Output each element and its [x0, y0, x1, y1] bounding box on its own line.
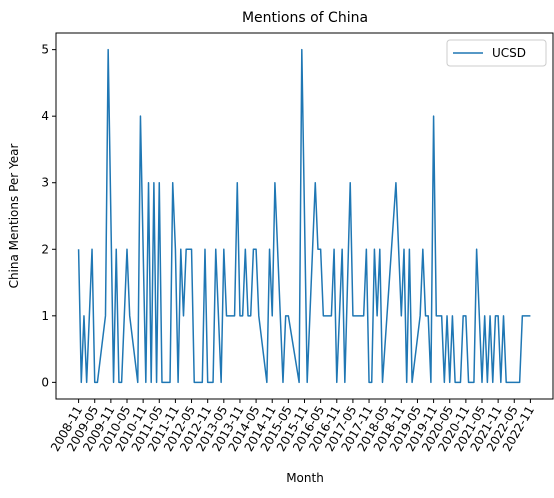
chart-title: Mentions of China: [242, 10, 368, 26]
y-tick-label: 1: [41, 309, 49, 323]
legend-box: [446, 39, 547, 67]
plot-frame: [55, 32, 554, 400]
series-layer: [77, 48, 531, 384]
y-axis-label: China Mentions Per Year: [7, 144, 21, 289]
legend-label-ucsd: UCSD: [492, 46, 526, 60]
y-tick-label: 2: [41, 242, 49, 256]
y-tick-label: 4: [41, 109, 49, 123]
y-tick-label: 0: [41, 375, 49, 389]
y-axis: 0 1 2 3 4 5: [41, 43, 56, 389]
plot-area: 0 1 2 3 4 5 2008-112009-052009-112010-052010-…: [41, 32, 554, 454]
y-tick-label: 5: [41, 43, 49, 57]
x-axis-label: Month: [286, 471, 324, 485]
series-line-ucsd: [77, 48, 531, 384]
legend: UCSD: [446, 39, 547, 67]
x-axis: 2008-112009-052009-112010-052010-112011-…: [48, 399, 537, 454]
y-tick-label: 3: [41, 176, 49, 190]
